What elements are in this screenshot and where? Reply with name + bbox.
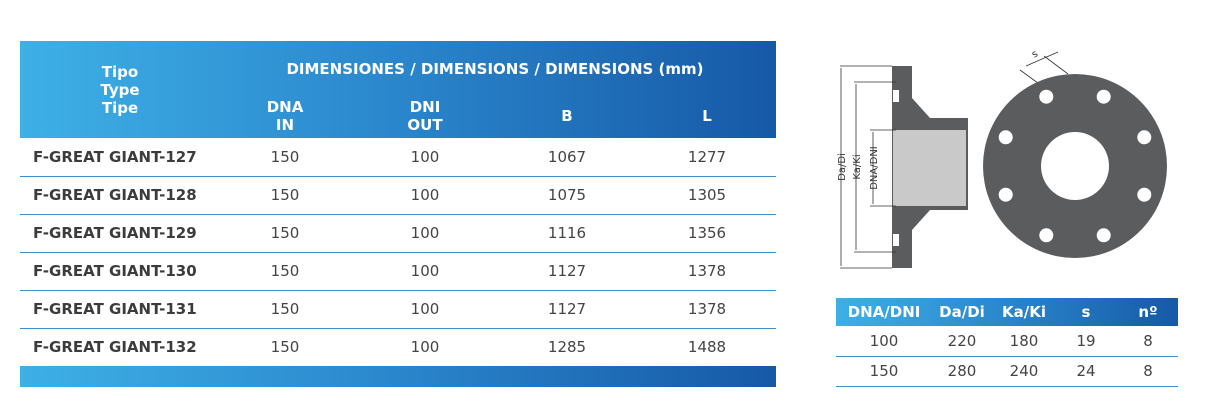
flange-cell: 24 <box>1076 362 1096 380</box>
row-separator <box>836 386 1178 387</box>
cell-value: 1356 <box>687 224 727 242</box>
dimension-lines <box>840 51 1069 269</box>
cell-value: 100 <box>410 186 440 204</box>
cell-value: 1127 <box>547 262 587 280</box>
cell-value: 100 <box>410 262 440 280</box>
s-label: s <box>1030 48 1040 60</box>
bolt-hole <box>1137 187 1152 202</box>
cell-value: 1285 <box>547 338 587 356</box>
bolt-hole <box>1039 228 1054 243</box>
main-table: Tipo Type Tipe DIMENSIONES / DIMENSIONS / D… <box>20 41 776 387</box>
dna-label: DNA/DNI <box>869 146 880 190</box>
side-view <box>892 66 968 268</box>
cell-value: 150 <box>270 224 300 242</box>
cell-value: 150 <box>270 148 300 166</box>
table-footer <box>20 366 776 387</box>
cell-value: 1488 <box>687 338 727 356</box>
cell-value: 1305 <box>687 186 727 204</box>
flange-cell: 220 <box>947 332 977 350</box>
groove <box>893 234 899 246</box>
cell-value: 150 <box>270 338 300 356</box>
cell-value: 100 <box>410 300 440 318</box>
column-header-line: B <box>561 107 573 125</box>
da-label: Da/Di <box>837 153 848 181</box>
flange-column-header: s <box>1081 303 1091 321</box>
product-name: F-GREAT GIANT-132 <box>33 338 197 356</box>
groove <box>893 90 899 102</box>
tipo-line: Tipe <box>101 99 139 117</box>
column-header: L <box>657 107 757 125</box>
bolt-hole <box>998 130 1013 145</box>
cell-value: 150 <box>270 300 300 318</box>
cell-value: 150 <box>270 262 300 280</box>
row-separator <box>20 328 776 329</box>
cell-value: 100 <box>410 224 440 242</box>
flange-column-header: Ka/Ki <box>1002 303 1046 321</box>
product-name: F-GREAT GIANT-127 <box>33 148 197 166</box>
column-header-line: DNI <box>409 98 441 116</box>
tipo-line: Type <box>100 81 140 99</box>
cell-value: 1378 <box>687 300 727 318</box>
flange-cell: 19 <box>1076 332 1096 350</box>
product-name: F-GREAT GIANT-131 <box>33 300 197 318</box>
flange-table-header <box>836 298 1178 326</box>
bolt-hole <box>1096 89 1111 104</box>
cell-value: 100 <box>410 148 440 166</box>
bolt-hole <box>1096 228 1111 243</box>
bore <box>893 130 966 206</box>
cell-value: 1075 <box>547 186 587 204</box>
product-name: F-GREAT GIANT-129 <box>33 224 197 242</box>
tipo-line: Tipo <box>101 63 139 81</box>
flange-diagram: Da/Di Ka/Ki DNA/DNI s <box>837 48 1167 269</box>
table-header <box>20 41 776 138</box>
group-header: DIMENSIONES / DIMENSIONS / DIMENSIONS (m… <box>286 60 704 78</box>
flange-cell: 8 <box>1143 332 1153 350</box>
row-separator <box>20 214 776 215</box>
cell-value: 1378 <box>687 262 727 280</box>
row-separator <box>20 176 776 177</box>
cell-value: 1067 <box>547 148 587 166</box>
tipo-header: Tipo Type Tipe <box>70 63 170 117</box>
flange-table: DNA/DNI Da/Di Ka/Ki s nº 100 220 180 19 8 150 280 24… <box>836 298 1178 388</box>
bolt-hole <box>1039 89 1054 104</box>
ka-label: Ka/Ki <box>852 154 863 179</box>
column-header-line: DNA <box>266 98 304 116</box>
flange-column-header: Da/Di <box>939 303 985 321</box>
flange-cell: 280 <box>947 362 977 380</box>
row-separator <box>836 356 1178 357</box>
product-name: F-GREAT GIANT-130 <box>33 262 197 280</box>
flange-cell: 180 <box>1009 332 1039 350</box>
flange-column-header: nº <box>1138 303 1158 321</box>
row-separator <box>20 252 776 253</box>
row-separator <box>20 290 776 291</box>
column-header-line: OUT <box>407 116 443 134</box>
column-header-line: IN <box>275 116 295 134</box>
cell-value: 1127 <box>547 300 587 318</box>
column-header: DNI OUT <box>375 98 475 134</box>
flange-cell: 150 <box>869 362 899 380</box>
column-header: B <box>517 107 617 125</box>
cell-value: 1116 <box>547 224 587 242</box>
front-view <box>983 74 1167 258</box>
flange-column-header: DNA/DNI <box>847 303 921 321</box>
cell-value: 1277 <box>687 148 727 166</box>
cell-value: 100 <box>410 338 440 356</box>
column-header-line: L <box>702 107 712 125</box>
bolt-hole <box>1137 130 1152 145</box>
center-hole <box>1041 132 1109 200</box>
flange-cell: 240 <box>1009 362 1039 380</box>
flange-cell: 100 <box>869 332 899 350</box>
column-header: DNA IN <box>235 98 335 134</box>
flange-cell: 8 <box>1143 362 1153 380</box>
product-name: F-GREAT GIANT-128 <box>33 186 197 204</box>
cell-value: 150 <box>270 186 300 204</box>
bolt-hole <box>998 187 1013 202</box>
